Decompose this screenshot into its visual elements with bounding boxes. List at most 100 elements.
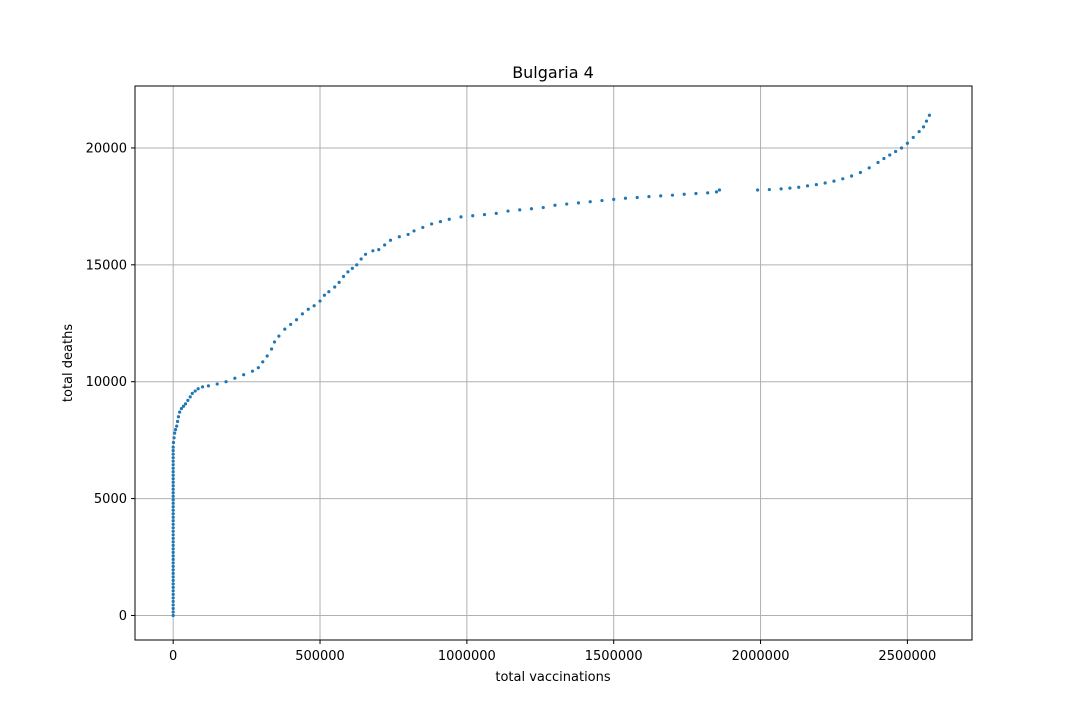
scatter-series [171,113,932,618]
data-point [193,389,197,393]
data-point [171,480,175,484]
data-point [171,613,175,618]
data-point [529,207,534,211]
y-tick-label: 15000 [86,258,127,273]
data-point [600,198,604,203]
data-point [905,141,909,145]
data-point [756,188,760,192]
data-point [459,215,463,219]
data-point [350,266,354,270]
data-point [265,354,269,358]
data-point [447,217,451,221]
data-point [171,589,175,593]
data-point [294,318,299,322]
y-tick-label: 5000 [94,492,127,507]
data-point [576,201,581,205]
data-point [233,376,237,380]
data-point [876,160,880,165]
data-point [171,578,175,582]
data-point [894,149,898,154]
data-point [383,243,387,247]
data-point [841,177,845,181]
data-point [171,473,175,477]
data-point [899,146,904,150]
data-point [250,369,255,373]
data-point [341,274,346,279]
data-point [412,229,416,233]
data-point [171,592,175,597]
data-point [832,179,836,183]
data-point [171,571,175,575]
data-point [911,135,915,140]
y-tick-label: 0 [119,609,127,624]
data-point [788,186,792,190]
data-point [215,382,219,386]
data-point [206,384,211,388]
data-point [623,196,628,200]
x-tick-label: 1500000 [585,649,643,664]
data-point [171,491,175,495]
data-point [171,487,175,491]
data-point [171,494,175,498]
data-point [767,187,771,192]
data-point [179,406,184,411]
data-point [171,582,175,586]
data-point [171,515,175,519]
data-point [171,557,175,561]
data-point [322,293,327,297]
data-point [430,222,434,226]
data-point [355,263,359,267]
data-point [377,248,381,252]
data-point [171,505,175,509]
data-point [612,197,616,201]
data-point [171,519,175,523]
data-point [283,327,287,331]
data-point [318,299,322,303]
data-point [171,477,175,481]
data-point [588,200,592,204]
data-point [224,380,228,384]
data-point [261,360,265,364]
data-point [471,214,475,218]
data-point [300,312,304,316]
data-point [176,415,181,419]
data-point [172,436,176,440]
data-point [867,166,871,170]
data-point [190,391,194,395]
data-point [171,596,175,600]
data-point [171,463,175,467]
data-point [682,192,686,196]
data-point [171,452,175,456]
data-point [306,307,310,311]
data-point [171,603,175,607]
data-point [494,211,498,215]
data-point [188,395,192,399]
data-point [337,280,341,284]
data-point [406,232,410,237]
data-point [200,385,205,389]
data-point [269,347,274,351]
data-point [706,191,710,195]
data-point [635,195,639,200]
data-point [196,387,200,391]
data-point [171,568,175,572]
data-point [694,191,698,196]
data-point [171,466,175,470]
x-tick-label: 500000 [295,649,345,664]
x-tick-label: 1000000 [438,649,496,664]
data-point [717,188,722,192]
data-point [921,125,926,129]
data-point [659,194,663,198]
x-tick-label: 0 [169,649,177,664]
data-point [171,606,175,611]
data-point [506,209,510,213]
data-point [171,529,175,533]
data-point [181,404,186,408]
data-point [173,428,178,432]
data-point [346,270,350,274]
data-point [333,285,337,289]
data-point [553,203,557,207]
data-point [171,459,175,463]
data-point [171,501,175,505]
chart-title: Bulgaria 4 [512,63,594,82]
